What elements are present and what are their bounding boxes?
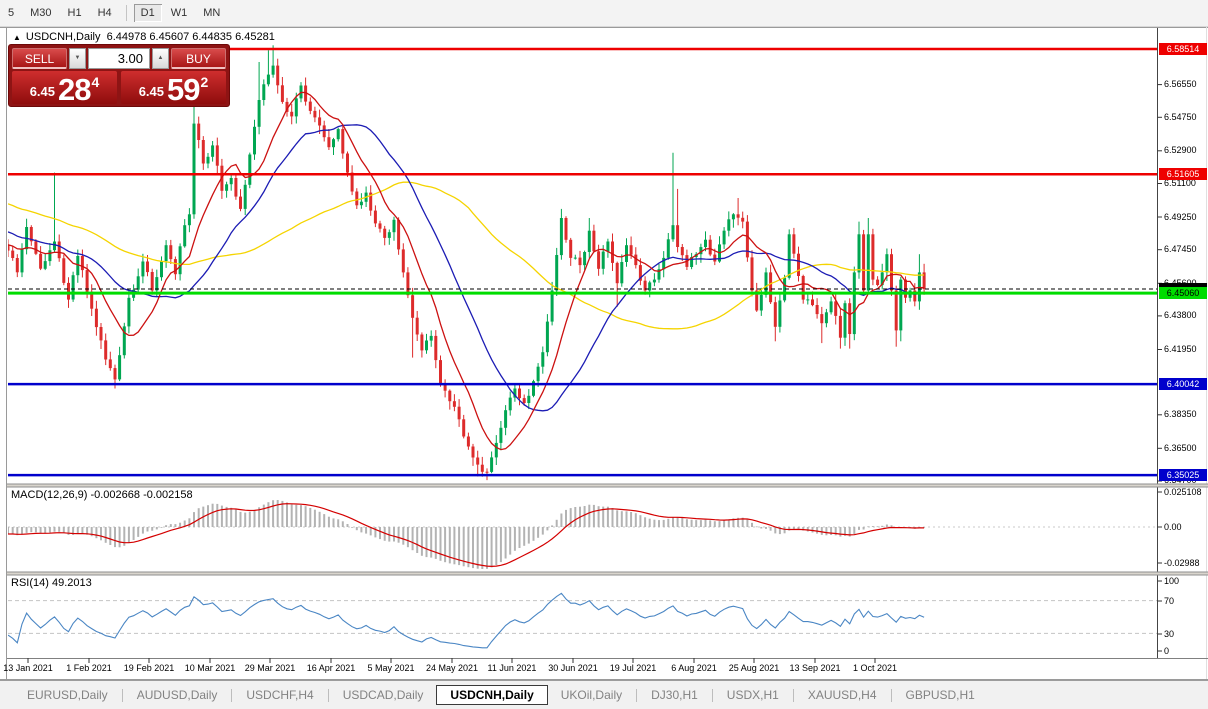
timeframe-button-d1[interactable]: D1 bbox=[133, 4, 162, 22]
timeframe-button-5[interactable]: 5 bbox=[8, 7, 15, 19]
volume-increase-button[interactable]: ▲ bbox=[152, 48, 169, 69]
price-tick-label: 6.36500 bbox=[1164, 442, 1197, 453]
tab-separator bbox=[890, 688, 892, 702]
symbol-tab-bar: EURUSD,Daily AUDUSD,Daily USDCHF,H4 USDCAD,… bbox=[0, 680, 1208, 709]
tab-separator bbox=[711, 688, 713, 702]
date-tick-label: 13 Jan 2021 bbox=[3, 663, 53, 673]
date-tick-label: 13 Sep 2021 bbox=[789, 663, 841, 673]
chart-symbol-label: USDCNH,Daily bbox=[25, 31, 101, 43]
volume-decrease-button[interactable]: ▼ bbox=[69, 48, 86, 69]
date-tick-label: 6 Aug 2021 bbox=[671, 663, 717, 673]
price-tick-label: 6.41950 bbox=[1164, 343, 1197, 354]
date-tick-label: 11 Jun 2021 bbox=[487, 663, 537, 673]
date-tick-label: 10 Mar 2021 bbox=[184, 663, 236, 673]
chart-title: ▲ USDCNH,Daily 6.44978 6.45607 6.44835 6.… bbox=[13, 31, 275, 43]
sell-price-box[interactable]: 6.45 28 4 bbox=[12, 71, 117, 107]
macd-indicator-label: MACD(12,26,9) -0.002668 -0.002158 bbox=[11, 489, 193, 501]
date-tick-label: 29 Mar 2021 bbox=[244, 663, 296, 673]
date-tick-label: 1 Feb 2021 bbox=[66, 663, 112, 673]
chart-tab-usdchf[interactable]: USDCHF,H4 bbox=[246, 688, 314, 702]
rsi-tick-label: 100 bbox=[1164, 575, 1180, 586]
hline-price-badge: 6.51605 bbox=[1159, 168, 1207, 181]
price-tick-label: 6.49250 bbox=[1164, 211, 1197, 222]
buy-price-prefix: 6.45 bbox=[138, 84, 165, 99]
date-tick-label: 25 Aug 2021 bbox=[728, 663, 780, 673]
price-tick-label: 6.38350 bbox=[1164, 409, 1197, 420]
chart-ohlc-values: 6.44978 6.45607 6.44835 6.45281 bbox=[106, 31, 275, 43]
price-tick-label: 6.54750 bbox=[1164, 111, 1197, 122]
chart-tab-usdcnh[interactable]: USDCNH,Daily bbox=[436, 685, 548, 705]
volume-input[interactable] bbox=[88, 48, 150, 69]
timeframe-button-mn[interactable]: MN bbox=[203, 7, 221, 19]
date-tick-label: 5 May 2021 bbox=[367, 663, 415, 673]
buy-button[interactable]: BUY bbox=[171, 48, 226, 69]
timeframe-toolbar: 5 M30 H1 H4 D1 W1 MN bbox=[0, 0, 1208, 27]
chart-tab-usdcad[interactable]: USDCAD,Daily bbox=[342, 688, 424, 702]
collapse-chart-icon[interactable]: ▲ bbox=[13, 33, 21, 42]
buy-price-box[interactable]: 6.45 59 2 bbox=[121, 71, 226, 107]
sell-price-prefix: 6.45 bbox=[29, 84, 56, 99]
date-tick-label: 19 Feb 2021 bbox=[123, 663, 175, 673]
hline-price-badge: 6.35025 bbox=[1159, 469, 1207, 482]
chart-tab-xauusd[interactable]: XAUUSD,H4 bbox=[807, 688, 877, 702]
chart-tab-usdx[interactable]: USDX,H1 bbox=[726, 688, 779, 702]
timeframe-button-w1[interactable]: W1 bbox=[170, 7, 188, 19]
date-tick-label: 19 Jul 2021 bbox=[609, 663, 657, 673]
date-tick-label: 24 May 2021 bbox=[425, 663, 479, 673]
tab-separator bbox=[231, 688, 233, 702]
date-tick-label: 16 Apr 2021 bbox=[306, 663, 356, 673]
price-tick-label: 6.52900 bbox=[1164, 145, 1197, 156]
date-tick-label: 1 Oct 2021 bbox=[852, 663, 898, 673]
price-tick-label: 6.47450 bbox=[1164, 244, 1197, 255]
timeframe-button-h1[interactable]: H1 bbox=[67, 7, 82, 19]
macd-tick-label: 0.00 bbox=[1164, 521, 1182, 532]
tab-separator bbox=[121, 688, 123, 702]
sell-price-big: 28 bbox=[58, 72, 91, 107]
buy-price-big: 59 bbox=[167, 72, 200, 107]
chart-tab-dj30[interactable]: DJ30,H1 bbox=[651, 688, 698, 702]
rsi-tick-label: 30 bbox=[1164, 628, 1175, 639]
tab-separator bbox=[327, 688, 329, 702]
rsi-tick-label: 0 bbox=[1164, 645, 1170, 656]
tab-separator bbox=[792, 688, 794, 702]
date-tick-label: 30 Jun 2021 bbox=[548, 663, 598, 673]
chart-tab-eurusd[interactable]: EURUSD,Daily bbox=[27, 688, 108, 702]
rsi-indicator-label: RSI(14) 49.2013 bbox=[11, 577, 92, 589]
price-tick-label: 6.45600 bbox=[1164, 278, 1197, 288]
one-click-trading-panel: SELL ▼ ▲ BUY 6.45 28 4 6.45 59 2 bbox=[8, 44, 230, 107]
timeframe-button-m30[interactable]: M30 bbox=[30, 7, 52, 19]
tab-separator bbox=[636, 688, 638, 702]
buy-price-sup: 2 bbox=[200, 74, 209, 90]
rsi-tick-label: 70 bbox=[1164, 595, 1175, 606]
price-tick-label: 6.56550 bbox=[1164, 79, 1197, 90]
price-tick-label: 6.51100 bbox=[1164, 177, 1196, 188]
chart-tab-audusd[interactable]: AUDUSD,Daily bbox=[136, 688, 218, 702]
chart-tab-gbpusd[interactable]: GBPUSD,H1 bbox=[905, 688, 975, 702]
price-tick-label: 6.43800 bbox=[1164, 310, 1197, 321]
macd-tick-label: 0.025108 bbox=[1164, 486, 1202, 497]
macd-tick-label: -0.02988 bbox=[1164, 557, 1200, 568]
hline-price-badge: 6.58514 bbox=[1159, 43, 1207, 55]
hline-price-badge: 6.45060 bbox=[1159, 287, 1207, 300]
hline-price-badge: 6.40042 bbox=[1159, 378, 1207, 391]
timeframe-button-h4[interactable]: H4 bbox=[97, 7, 112, 19]
sell-price-sup: 4 bbox=[91, 74, 100, 90]
chart-tab-ukoil[interactable]: UKOil,Daily bbox=[560, 688, 623, 702]
sell-button[interactable]: SELL bbox=[12, 48, 67, 69]
toolbar-separator bbox=[125, 5, 127, 21]
